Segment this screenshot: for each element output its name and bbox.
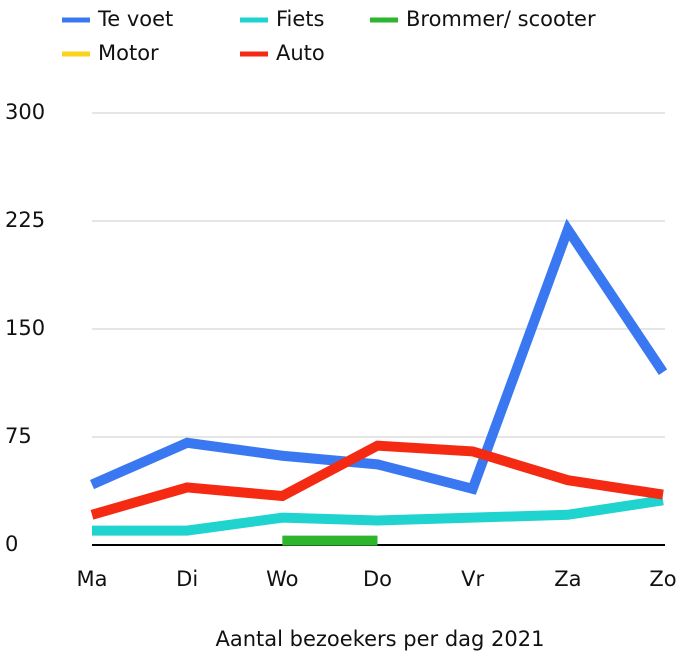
series-line — [90, 440, 664, 520]
y-tick-label: 225 — [5, 208, 45, 232]
x-tick-label: Di — [176, 567, 198, 591]
series-line — [89, 218, 668, 495]
x-tick-label: Zo — [649, 567, 676, 591]
legend-label: Te voet — [97, 7, 173, 31]
legend-label: Brommer/ scooter — [406, 7, 596, 31]
y-tick-label: 150 — [5, 316, 45, 340]
legend-label: Motor — [98, 41, 159, 65]
x-tick-label: Vr — [461, 567, 484, 591]
series-line — [92, 495, 664, 536]
y-tick-label: 0 — [5, 532, 18, 556]
x-tick-label: Ma — [77, 567, 108, 591]
x-tick-label: Do — [363, 567, 392, 591]
y-tick-label: 75 — [5, 424, 32, 448]
x-tick-label: Za — [554, 567, 581, 591]
x-axis-label: Aantal bezoekers per dag 2021 — [216, 627, 545, 651]
y-tick-label: 300 — [5, 100, 45, 124]
legend-label: Auto — [276, 41, 325, 65]
x-tick-label: Wo — [266, 567, 298, 591]
legend-label: Fiets — [276, 7, 324, 31]
